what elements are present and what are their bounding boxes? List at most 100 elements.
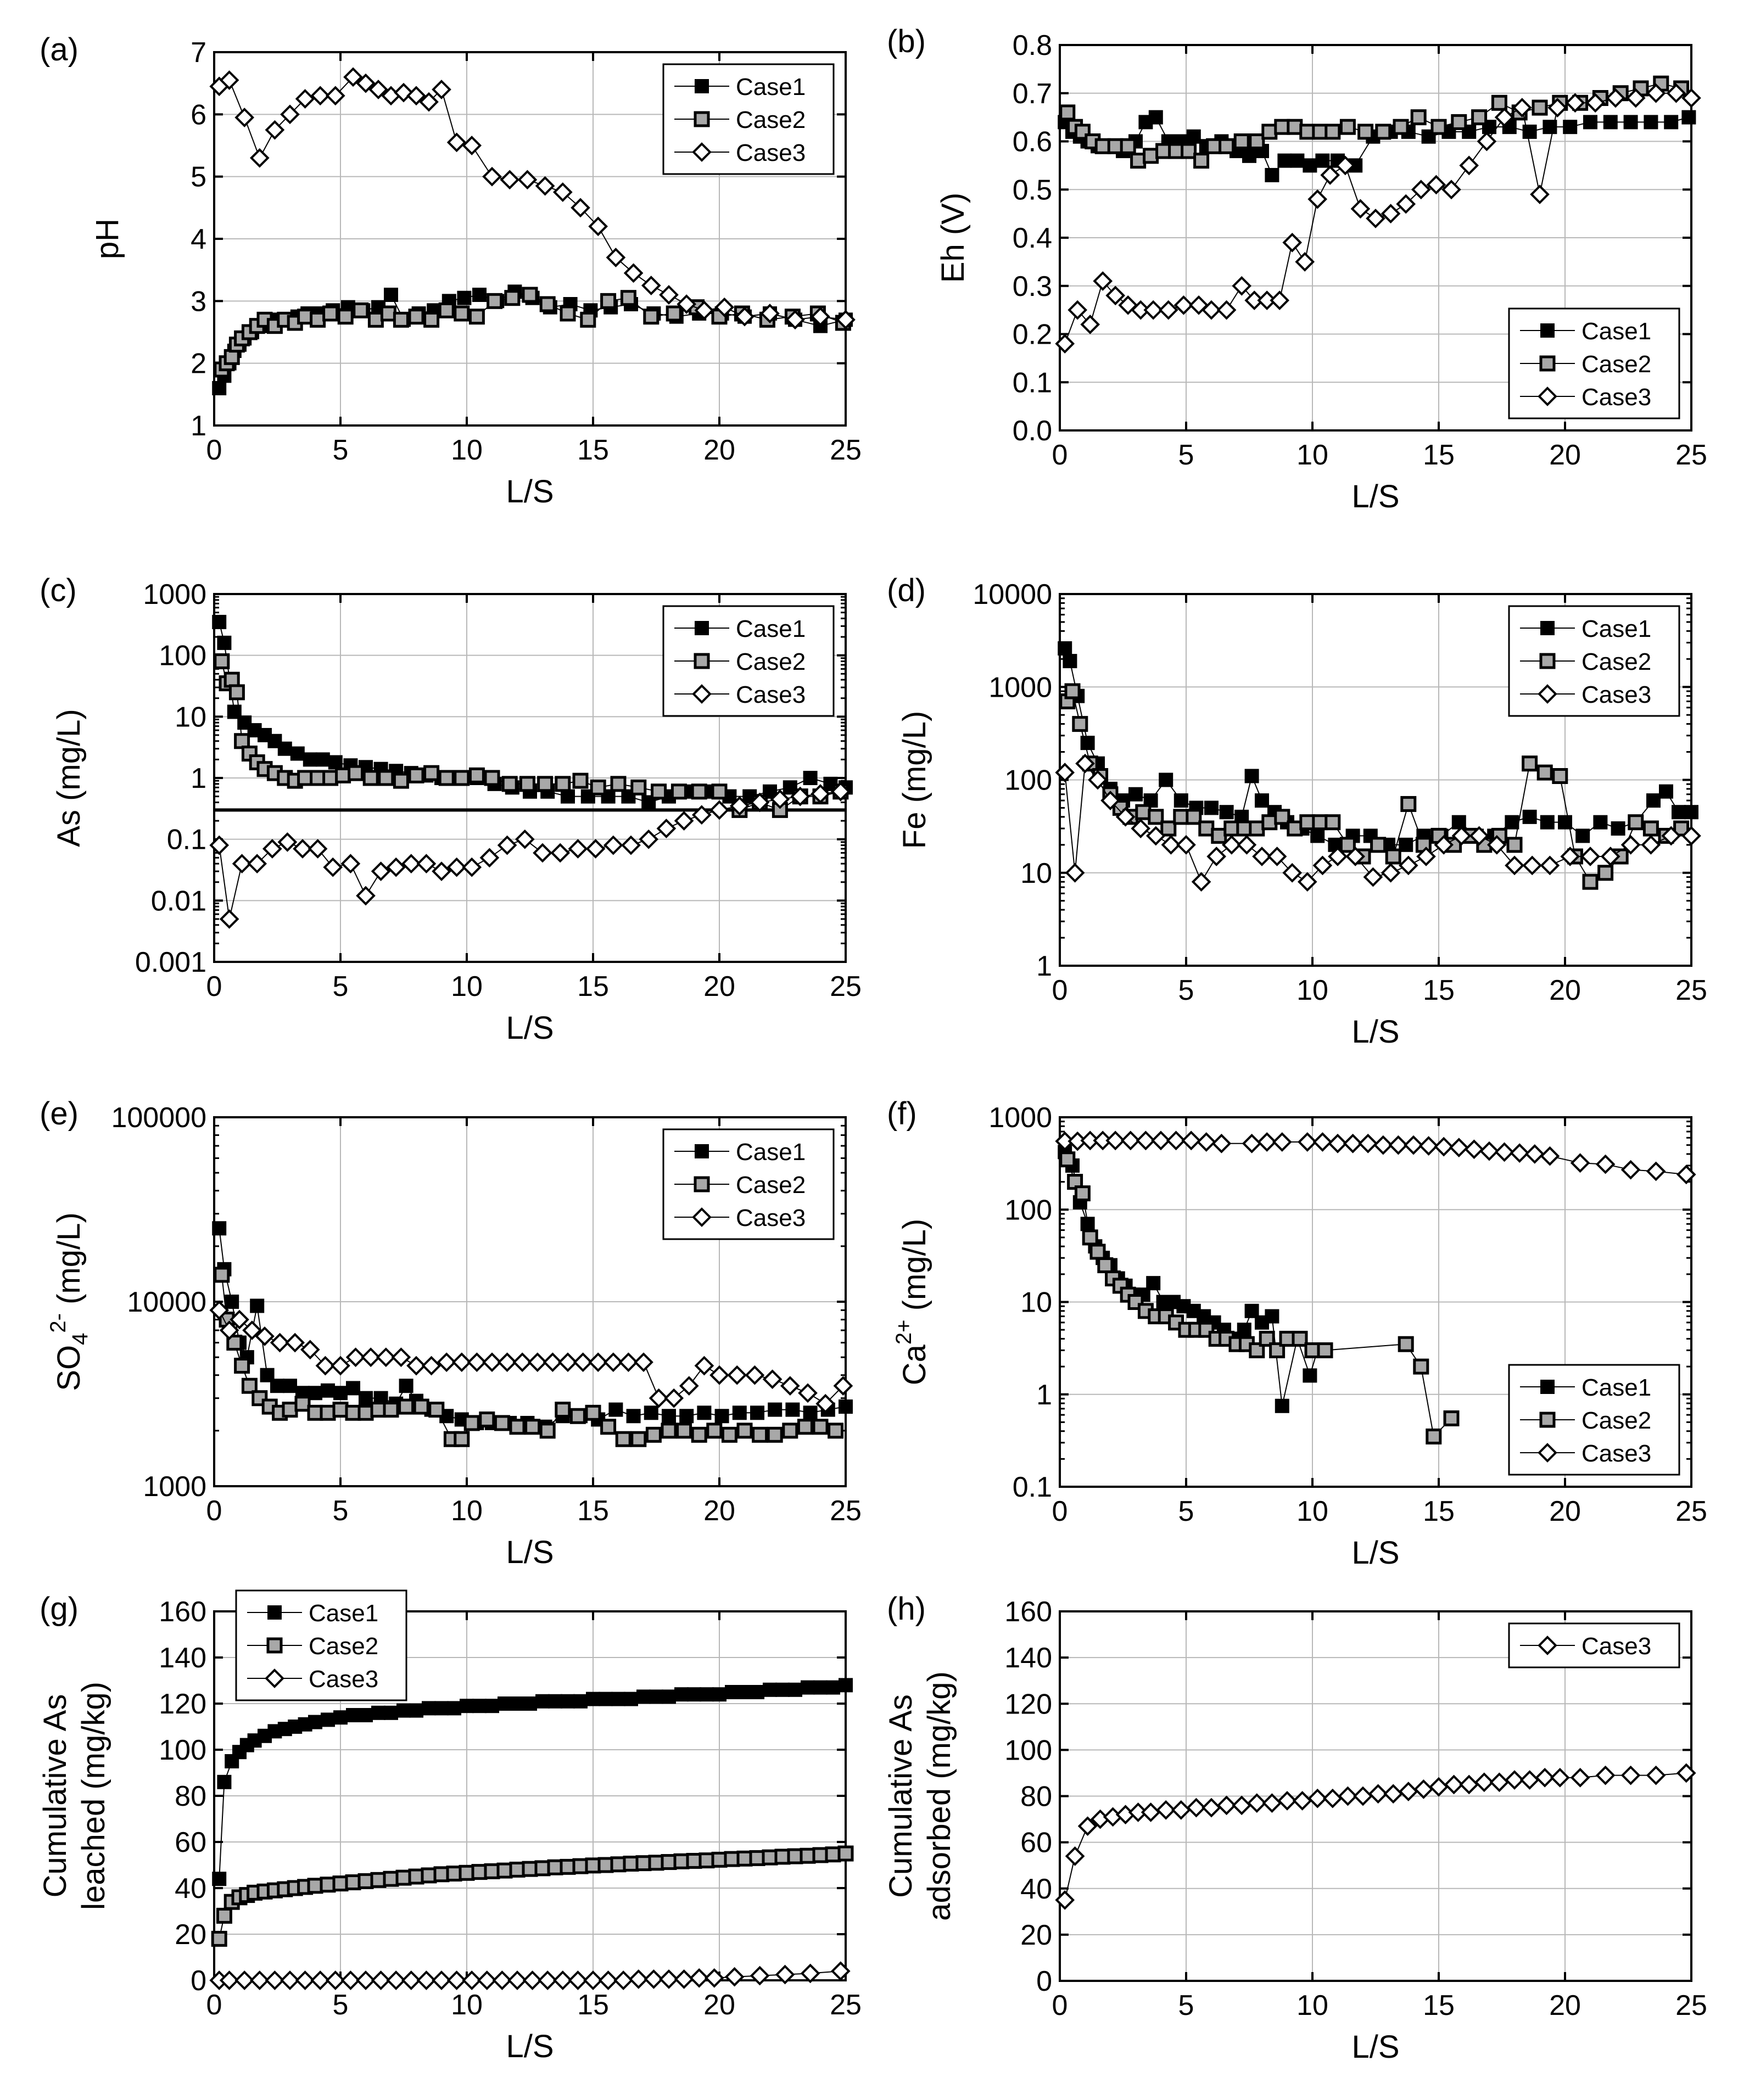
data-point (735, 306, 755, 327)
data-point (539, 1423, 556, 1439)
data-point (462, 1970, 482, 1990)
legend-marker (692, 1207, 712, 1227)
data-point (1434, 835, 1454, 855)
data-point (580, 311, 596, 328)
data-point (1469, 826, 1489, 846)
y-tick-label: 1000 (988, 671, 1052, 703)
data-point (825, 1846, 841, 1863)
data-point (697, 1405, 712, 1420)
data-point (729, 796, 750, 816)
data-point (1193, 153, 1210, 169)
data-point (828, 1423, 844, 1439)
data-point (437, 1352, 457, 1373)
data-point (1303, 1368, 1317, 1383)
legend-label: Case2 (1581, 351, 1651, 378)
data-point (1530, 184, 1550, 204)
data-point (386, 1970, 406, 1990)
x-tick-label: 0 (206, 1495, 222, 1527)
data-point (1317, 1342, 1333, 1358)
data-point (538, 1970, 558, 1990)
data-point (1413, 1779, 1434, 1799)
series-case2 (1059, 1151, 1460, 1444)
x-tick-label: 20 (703, 1495, 735, 1527)
series-case3 (209, 1961, 851, 1990)
panel-d: 0 5 10 15 20 25 1 10 100 1000 10000 L/S Fe (mg/L) (d)… (887, 573, 1707, 1050)
data-point (760, 304, 780, 323)
data-point (1583, 115, 1597, 130)
x-axis-label: L/S (506, 474, 554, 509)
data-point (641, 276, 661, 295)
data-point (1451, 826, 1472, 846)
data-point (297, 770, 314, 786)
data-point (308, 1386, 322, 1401)
y-tick-label: 100 (159, 640, 206, 672)
data-point (1646, 1765, 1666, 1785)
data-point (1173, 295, 1194, 315)
data-point (1413, 1358, 1429, 1375)
legend: Case1 Case2 Case3 (1508, 1364, 1680, 1476)
data-point (573, 1352, 593, 1373)
data-point (471, 1864, 488, 1880)
data-point (1277, 153, 1292, 168)
data-point (267, 733, 282, 748)
data-point (1410, 109, 1427, 126)
data-point (1595, 1765, 1616, 1785)
data-point (691, 783, 707, 800)
data-point (423, 765, 440, 781)
data-point (745, 1365, 765, 1385)
data-point (1115, 807, 1136, 827)
data-point (1676, 1763, 1696, 1783)
x-axis-label: L/S (1351, 1535, 1399, 1571)
data-point (1623, 115, 1638, 130)
y-axis-label-line1: Cumulative As (883, 1694, 919, 1898)
data-point (1505, 855, 1524, 876)
data-point (320, 1404, 336, 1421)
x-tick-label: 0 (206, 1989, 222, 2021)
data-point (691, 1426, 707, 1443)
data-point (1304, 1342, 1321, 1358)
y-tick-label: 0.1 (1013, 1471, 1052, 1503)
data-point (524, 1419, 541, 1435)
panel-label: (e) (40, 1096, 79, 1132)
x-tick-label: 10 (1296, 439, 1328, 471)
y-tick-label: 100 (1004, 765, 1052, 797)
x-tick-label: 20 (703, 1989, 735, 2021)
data-point (1474, 1772, 1494, 1793)
data-point (1552, 768, 1568, 784)
data-point (1646, 793, 1661, 808)
data-point (639, 829, 659, 849)
data-point (662, 1409, 676, 1424)
data-point (1151, 1130, 1171, 1151)
data-point (588, 1352, 608, 1373)
data-point (1418, 1136, 1439, 1156)
legend-label: Case3 (1581, 1633, 1651, 1660)
data-point (586, 1692, 600, 1706)
data-point (787, 1848, 803, 1864)
y-axis-label: As (mg/L) (51, 709, 87, 847)
data-point (408, 1868, 424, 1885)
y-tick-label: 0.001 (135, 947, 206, 978)
data-point (706, 1423, 723, 1439)
y-tick-label: 120 (1004, 1688, 1052, 1720)
data-point (1155, 143, 1172, 159)
data-point (1535, 1768, 1555, 1788)
data-point (247, 854, 267, 873)
x-tick-label: 10 (451, 1989, 483, 2021)
data-point (270, 1379, 284, 1393)
legend: Case3 (1508, 1622, 1680, 1668)
data-point (212, 614, 227, 629)
x-tick-label: 25 (1675, 1496, 1707, 1527)
data-point (1089, 1244, 1106, 1260)
data-point (1479, 1141, 1499, 1161)
data-point (700, 1687, 714, 1702)
data-point (1540, 1146, 1560, 1166)
data-point (1299, 124, 1316, 140)
data-point (290, 746, 305, 761)
data-point (1094, 138, 1111, 154)
data-point (1282, 863, 1303, 883)
data-point (1216, 300, 1237, 320)
data-point (752, 1426, 768, 1443)
data-point (398, 1398, 415, 1415)
data-point (801, 1680, 815, 1695)
data-point (803, 1405, 818, 1420)
